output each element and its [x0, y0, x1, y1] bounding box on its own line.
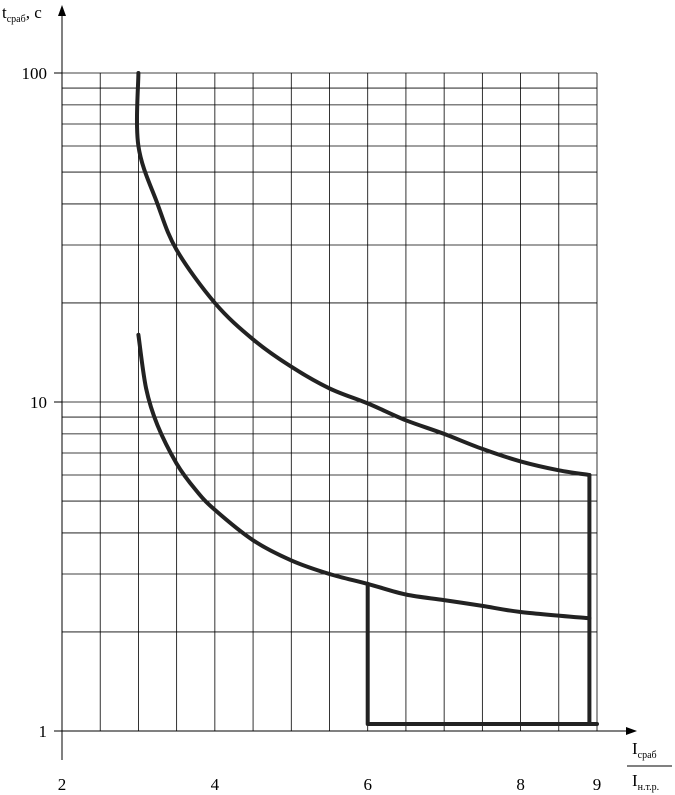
- x-axis-arrow: [626, 727, 637, 735]
- x-tick-label: 4: [211, 775, 220, 794]
- axes: [54, 5, 637, 760]
- y-axis-arrow: [58, 5, 66, 16]
- series-line-3: [365, 581, 599, 726]
- y-tick-labels: 1 10 100: [22, 64, 48, 741]
- y-tick-label: 100: [22, 64, 48, 83]
- y-axis-label: tсраб, с: [2, 3, 42, 25]
- x-tick-label: 8: [516, 775, 525, 794]
- x-tick-label: 6: [363, 775, 372, 794]
- x-axis-label-numerator: Iсраб: [632, 739, 657, 761]
- y-tick-label: 10: [30, 393, 47, 412]
- series-line-2: [136, 332, 592, 621]
- y-tick-label: 1: [39, 722, 48, 741]
- series-line-1: [134, 71, 592, 477]
- x-tick-label: 9: [593, 775, 602, 794]
- x-tick-label: 2: [58, 775, 67, 794]
- x-axis-label-denominator: Iн.т.р.: [632, 771, 659, 793]
- x-tick-labels: 2 4 6 8 9: [58, 775, 602, 794]
- series-group: [134, 71, 599, 726]
- grid: [61, 72, 598, 732]
